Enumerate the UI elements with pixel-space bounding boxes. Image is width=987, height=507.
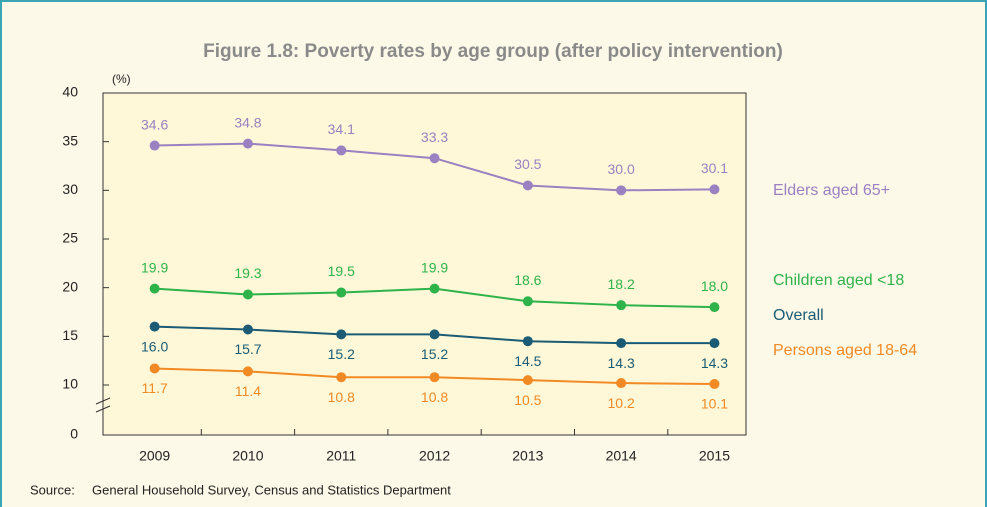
point [616, 338, 627, 349]
point [522, 336, 533, 347]
y-tick-label: 35 [62, 132, 78, 148]
point [616, 378, 627, 389]
value-label: 18.2 [608, 276, 635, 292]
y-tick-label: 0 [70, 426, 78, 442]
point [429, 329, 440, 340]
point [242, 138, 253, 149]
legend-label: Elders aged 65+ [773, 182, 890, 199]
value-label: 30.5 [514, 156, 541, 172]
x-tick-label: 2013 [512, 448, 543, 464]
point [336, 287, 347, 298]
point [429, 153, 440, 164]
point [336, 329, 347, 340]
axis-break [95, 397, 111, 413]
value-label: 30.1 [701, 160, 728, 176]
point [242, 289, 253, 300]
point [242, 324, 253, 335]
value-label: 16.0 [141, 338, 168, 354]
y-tick-label: 15 [62, 327, 78, 343]
point [149, 283, 160, 294]
point [709, 379, 720, 390]
value-label: 14.5 [514, 353, 541, 369]
point [616, 185, 627, 196]
value-label: 34.8 [234, 114, 261, 130]
value-label: 14.3 [701, 355, 728, 371]
point [429, 372, 440, 383]
source: General Household Survey, Census and Sta… [92, 482, 451, 497]
value-label: 30.0 [608, 161, 635, 177]
y-unit: (%) [112, 72, 131, 86]
y-tick-label: 10 [62, 376, 78, 392]
value-label: 14.3 [608, 355, 635, 371]
value-label: 15.7 [234, 341, 261, 357]
value-label: 19.9 [421, 259, 448, 275]
chart-title: Figure 1.8: Poverty rates by age group (… [203, 41, 783, 62]
y-tick-label: 40 [62, 84, 78, 100]
point [336, 372, 347, 383]
source-label: Source: [30, 482, 75, 497]
value-label: 10.5 [514, 392, 541, 408]
value-label: 34.1 [328, 121, 355, 137]
point [336, 145, 347, 156]
point [709, 184, 720, 195]
value-label: 11.4 [235, 383, 261, 399]
value-label: 10.2 [608, 395, 635, 411]
x-tick-label: 2010 [232, 448, 263, 464]
x-tick-label: 2015 [699, 448, 730, 464]
value-label: 19.3 [234, 265, 261, 281]
value-label: 10.8 [421, 389, 448, 405]
y-tick-label: 25 [62, 230, 78, 246]
point [149, 321, 160, 332]
legend-label: Overall [773, 307, 824, 324]
point [242, 366, 253, 377]
x-tick-label: 2009 [139, 448, 170, 464]
y-tick-label: 20 [62, 278, 78, 294]
value-label: 18.6 [514, 272, 541, 288]
point [149, 363, 160, 374]
legend-label: Persons aged 18-64 [773, 342, 917, 359]
point [616, 300, 627, 311]
value-label: 10.8 [328, 389, 355, 405]
value-label: 18.0 [701, 278, 728, 294]
value-label: 15.2 [328, 346, 355, 362]
value-label: 10.1 [701, 396, 728, 412]
value-label: 34.6 [141, 116, 168, 132]
point [522, 375, 533, 386]
value-label: 33.3 [421, 129, 448, 145]
point [709, 338, 720, 349]
legend-label: Children aged <18 [773, 272, 904, 289]
value-label: 11.7 [142, 380, 168, 396]
x-tick-label: 2012 [419, 448, 450, 464]
y-tick-label: 30 [62, 181, 78, 197]
value-label: 19.9 [141, 259, 168, 275]
point [522, 296, 533, 307]
value-label: 15.2 [421, 346, 448, 362]
point [149, 140, 160, 151]
point [522, 180, 533, 191]
value-label: 19.5 [328, 263, 355, 279]
point [709, 302, 720, 313]
point [429, 283, 440, 294]
x-tick-label: 2011 [326, 448, 356, 464]
x-tick-label: 2014 [606, 448, 637, 464]
